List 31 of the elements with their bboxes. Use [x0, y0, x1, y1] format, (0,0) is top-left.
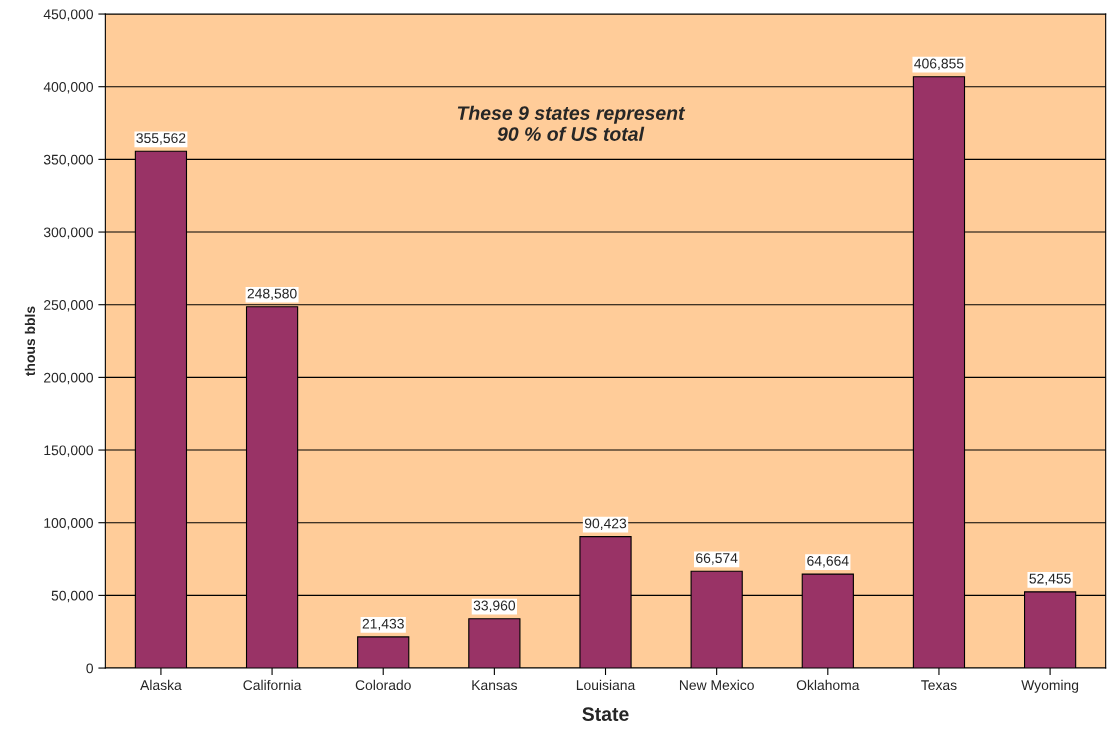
data-label: 355,562: [136, 133, 186, 145]
x-tick-label: Kansas: [472, 680, 518, 691]
y-tick-label: 100,000: [44, 518, 94, 530]
y-tick-label: 250,000: [44, 300, 94, 312]
x-axis-title: State: [582, 707, 629, 721]
y-tick-label: 300,000: [43, 227, 94, 239]
data-label: 33,960: [473, 600, 516, 613]
x-tick-label: Oklahoma: [796, 679, 860, 691]
data-label: 66,574: [696, 553, 738, 565]
data-label: 52,455: [1029, 573, 1071, 586]
data-label: 90,423: [584, 518, 627, 530]
y-tick-label: 50,000: [51, 590, 94, 603]
y-tick-label: 450,000: [43, 9, 94, 21]
y-tick-label: 350,000: [43, 154, 94, 167]
x-tick-label: Texas: [921, 680, 957, 691]
data-label: 21,433: [362, 618, 404, 631]
data-label: 248,580: [247, 288, 297, 301]
x-tick-label: Colorado: [355, 679, 411, 691]
y-tick-label: 400,000: [43, 82, 94, 94]
x-tick-label: Wyoming: [1021, 679, 1079, 693]
x-tick-label: New Mexico: [679, 679, 754, 691]
data-label: 64,664: [807, 555, 849, 568]
annotation: These 9 states represent 90 % of US total: [457, 105, 686, 141]
x-tick-label: California: [243, 679, 302, 691]
y-tick-label: 150,000: [44, 445, 94, 457]
y-tick-label: 0: [86, 663, 94, 674]
data-label: 406,855: [914, 58, 964, 71]
x-tick-label: Louisiana: [576, 679, 636, 691]
y-axis-title: thous bbls: [24, 306, 36, 376]
y-tick-label: 200,000: [44, 372, 94, 385]
x-tick-label: Alaska: [140, 679, 182, 691]
